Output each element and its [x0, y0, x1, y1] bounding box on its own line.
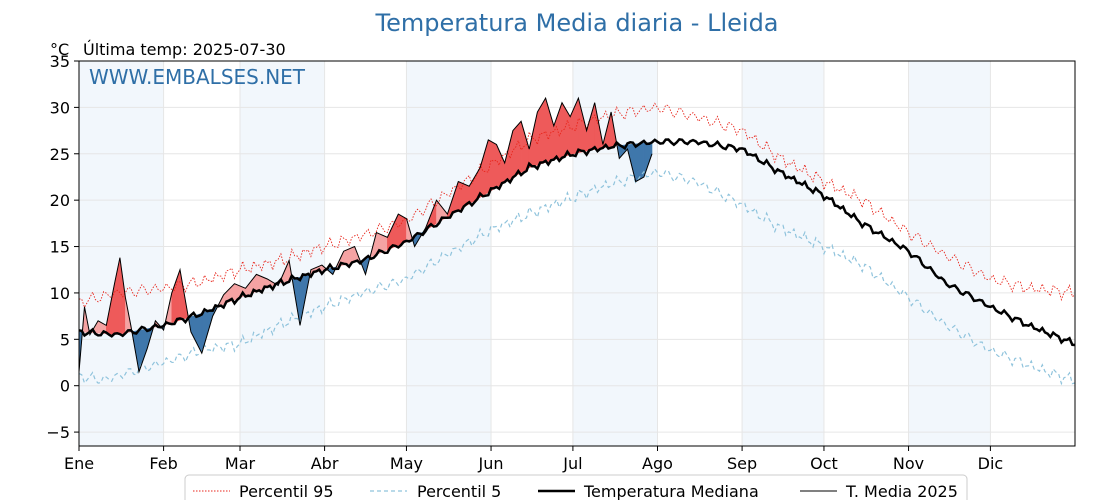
y-tick-label: 35: [50, 52, 70, 71]
above-median-fill: [537, 97, 546, 166]
y-tick-label: 25: [50, 145, 70, 164]
x-tick-label: Mar: [225, 454, 256, 473]
legend-p5-label: Percentil 5: [417, 482, 501, 500]
legend-box: [184, 474, 968, 500]
y-tick-label: −5: [46, 423, 70, 442]
y-tick-label: 20: [50, 191, 70, 210]
above-median-fill: [488, 139, 497, 193]
plot-frame: [78, 60, 1076, 447]
x-tick-label: Jul: [562, 454, 582, 473]
x-tick-label: Oct: [810, 454, 838, 473]
above-median-fill: [553, 102, 563, 161]
series-lines: [78, 96, 1076, 386]
chart-title: Temperatura Media diaria - Lleida: [374, 9, 778, 37]
y-tick-label: 5: [60, 330, 70, 349]
legend-p95-label: Percentil 95: [239, 482, 334, 500]
x-tick-label: Jun: [478, 454, 504, 473]
anomaly-fills: [78, 97, 653, 372]
legend-median-label: Temperatura Mediana: [583, 482, 759, 500]
x-tick-label: Ene: [64, 454, 94, 473]
y-tick-label: 15: [50, 238, 70, 257]
month-band: [572, 61, 658, 446]
month-band: [908, 61, 991, 446]
above-median-fill: [528, 111, 538, 169]
x-tick-label: Sep: [727, 454, 757, 473]
y-tick-label: 10: [50, 284, 70, 303]
median-line: [78, 137, 1076, 347]
x-tick-label: Abr: [311, 454, 339, 473]
p95-line: [78, 102, 1076, 309]
x-tick-label: Dic: [978, 454, 1004, 473]
x-axis: Ene Feb Mar Abr May Jun Jul Ago Sep Oct Nov Dic: [64, 446, 1003, 473]
below-median-fill: [190, 312, 203, 354]
x-tick-label: May: [390, 454, 423, 473]
month-band: [239, 61, 325, 446]
x-tick-label: Feb: [149, 454, 177, 473]
y-axis: −5 0 5 10 15 20 25 30 35: [46, 52, 79, 442]
x-tick-label: Ago: [642, 454, 673, 473]
y-tick-label: 0: [60, 377, 70, 396]
watermark: WWW.EMBALSES.NET: [89, 65, 306, 89]
y-tick-label: 30: [50, 98, 70, 117]
month-bands: [79, 61, 991, 446]
month-band: [742, 61, 824, 446]
y-axis-unit: °C: [50, 40, 69, 59]
p5-line: [78, 167, 1076, 386]
x-tick-label: Nov: [893, 454, 924, 473]
month-band: [406, 61, 492, 446]
legend: Percentil 95 Percentil 5 Temperatura Media…: [184, 474, 968, 500]
above-median-fill: [496, 144, 505, 189]
last-temp-label: Última temp: 2025-07-30: [83, 40, 286, 59]
current-year-line: [78, 96, 653, 374]
below-median-fill: [635, 142, 645, 183]
above-median-fill: [171, 269, 181, 324]
legend-current-year-label: T. Media 2025: [845, 482, 958, 500]
above-median-fill: [561, 101, 571, 158]
month-band: [79, 61, 164, 446]
